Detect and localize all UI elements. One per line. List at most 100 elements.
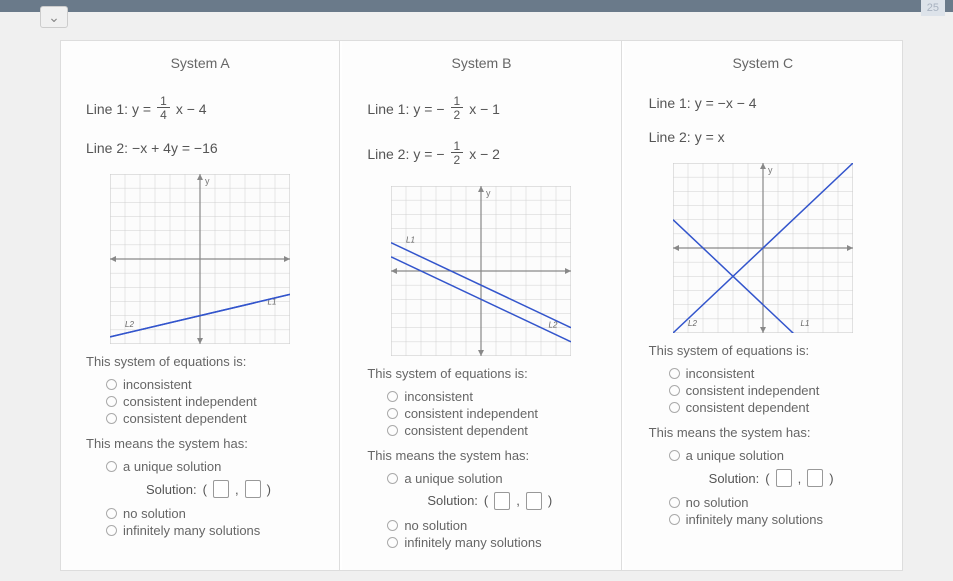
radio-icon: [106, 508, 117, 519]
paren-close: ): [267, 482, 271, 497]
option-label: a unique solution: [686, 448, 784, 463]
paren-close: ): [829, 471, 833, 486]
paren-open: (: [765, 471, 769, 486]
question2-options: a unique solution Solution: ( , ) no sol…: [106, 459, 314, 538]
radio-icon: [669, 385, 680, 396]
solution-row: Solution: ( , ): [146, 480, 314, 498]
option-label: a unique solution: [404, 471, 502, 486]
system-column: System A Line 1: y =14x − 4 Line 2: −x +…: [61, 41, 340, 570]
system-title: System B: [367, 41, 595, 81]
radio-icon: [387, 408, 398, 419]
radio-option[interactable]: consistent independent: [106, 394, 314, 409]
radio-option[interactable]: inconsistent: [669, 366, 877, 381]
option-label: consistent independent: [404, 406, 538, 421]
option-label: infinitely many solutions: [123, 523, 260, 538]
question2-prompt: This means the system has:: [86, 436, 314, 451]
radio-icon: [387, 425, 398, 436]
page-number: 25: [921, 0, 945, 16]
line1-equation: Line 1: y = −x − 4: [649, 95, 877, 111]
radio-icon: [669, 368, 680, 379]
option-label: consistent independent: [123, 394, 257, 409]
solution-label: Solution:: [146, 482, 197, 497]
svg-text:L1: L1: [800, 319, 809, 328]
radio-option[interactable]: no solution: [669, 495, 877, 510]
radio-option[interactable]: inconsistent: [106, 377, 314, 392]
system-title: System C: [649, 41, 877, 81]
svg-text:y: y: [768, 165, 773, 175]
solution-row: Solution: ( , ): [427, 492, 595, 510]
option-label: consistent dependent: [686, 400, 810, 415]
radio-icon: [669, 514, 680, 525]
solution-y-input[interactable]: [807, 469, 823, 487]
option-label: inconsistent: [123, 377, 192, 392]
radio-icon: [387, 391, 398, 402]
radio-icon: [106, 396, 117, 407]
radio-option[interactable]: a unique solution: [669, 448, 877, 463]
question1-prompt: This system of equations is:: [86, 354, 314, 369]
solution-label: Solution:: [709, 471, 760, 486]
radio-option[interactable]: consistent independent: [669, 383, 877, 398]
radio-option[interactable]: infinitely many solutions: [669, 512, 877, 527]
radio-option[interactable]: a unique solution: [387, 471, 595, 486]
svg-text:L1: L1: [406, 235, 415, 244]
line1-equation: Line 1: y = −12x − 1: [367, 95, 595, 122]
question2-options: a unique solution Solution: ( , ) no sol…: [387, 471, 595, 550]
option-label: inconsistent: [404, 389, 473, 404]
radio-icon: [387, 473, 398, 484]
solution-x-input[interactable]: [776, 469, 792, 487]
radio-option[interactable]: consistent dependent: [669, 400, 877, 415]
radio-option[interactable]: no solution: [106, 506, 314, 521]
svg-text:L2: L2: [125, 320, 134, 329]
radio-option[interactable]: infinitely many solutions: [106, 523, 314, 538]
solution-row: Solution: ( , ): [709, 469, 877, 487]
solution-x-input[interactable]: [213, 480, 229, 498]
radio-icon: [387, 520, 398, 531]
chevron-down-icon: ⌄: [48, 9, 60, 26]
header-bar: [0, 0, 953, 12]
question1-prompt: This system of equations is:: [367, 366, 595, 381]
solution-x-input[interactable]: [494, 492, 510, 510]
option-label: inconsistent: [686, 366, 755, 381]
question1-options: inconsistent consistent independent consis…: [669, 366, 877, 415]
option-label: a unique solution: [123, 459, 221, 474]
line1-equation: Line 1: y =14x − 4: [86, 95, 314, 122]
radio-option[interactable]: inconsistent: [387, 389, 595, 404]
question2-options: a unique solution Solution: ( , ) no sol…: [669, 448, 877, 527]
radio-option[interactable]: infinitely many solutions: [387, 535, 595, 550]
system-column: System C Line 1: y = −x − 4 Line 2: y = …: [624, 41, 902, 570]
option-label: consistent independent: [686, 383, 820, 398]
question2-prompt: This means the system has:: [367, 448, 595, 463]
line2-equation: Line 2: −x + 4y = −16: [86, 140, 314, 156]
option-label: no solution: [686, 495, 749, 510]
paren-open: (: [203, 482, 207, 497]
option-label: consistent dependent: [123, 411, 247, 426]
question2-prompt: This means the system has:: [649, 425, 877, 440]
question1-prompt: This system of equations is:: [649, 343, 877, 358]
radio-option[interactable]: no solution: [387, 518, 595, 533]
radio-option[interactable]: a unique solution: [106, 459, 314, 474]
paren-open: (: [484, 493, 488, 508]
option-label: consistent dependent: [404, 423, 528, 438]
collapse-button[interactable]: ⌄: [40, 6, 68, 28]
radio-option[interactable]: consistent dependent: [106, 411, 314, 426]
graph: y L1L2: [673, 163, 853, 333]
radio-icon: [669, 497, 680, 508]
option-label: infinitely many solutions: [686, 512, 823, 527]
radio-icon: [387, 537, 398, 548]
radio-icon: [106, 461, 117, 472]
line2-equation: Line 2: y = −12x − 2: [367, 140, 595, 167]
radio-option[interactable]: consistent dependent: [387, 423, 595, 438]
systems-container: System A Line 1: y =14x − 4 Line 2: −x +…: [60, 40, 903, 571]
solution-y-input[interactable]: [245, 480, 261, 498]
comma: ,: [798, 471, 802, 486]
radio-icon: [106, 379, 117, 390]
option-label: infinitely many solutions: [404, 535, 541, 550]
system-column: System B Line 1: y = −12x − 1 Line 2: y …: [342, 41, 621, 570]
svg-text:y: y: [205, 176, 210, 186]
svg-text:L2: L2: [549, 320, 558, 329]
radio-option[interactable]: consistent independent: [387, 406, 595, 421]
solution-y-input[interactable]: [526, 492, 542, 510]
radio-icon: [106, 525, 117, 536]
comma: ,: [516, 493, 520, 508]
graph: y L1L2: [110, 174, 290, 344]
